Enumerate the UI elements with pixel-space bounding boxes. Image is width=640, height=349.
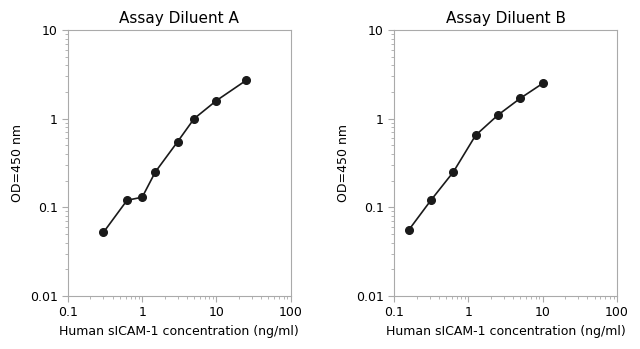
- Y-axis label: OD=450 nm: OD=450 nm: [337, 124, 350, 202]
- X-axis label: Human sICAM-1 concentration (ng/ml): Human sICAM-1 concentration (ng/ml): [386, 325, 625, 338]
- Title: Assay Diluent A: Assay Diluent A: [120, 11, 239, 26]
- X-axis label: Human sICAM-1 concentration (ng/ml): Human sICAM-1 concentration (ng/ml): [60, 325, 300, 338]
- Title: Assay Diluent B: Assay Diluent B: [445, 11, 566, 26]
- Y-axis label: OD=450 nm: OD=450 nm: [11, 124, 24, 202]
